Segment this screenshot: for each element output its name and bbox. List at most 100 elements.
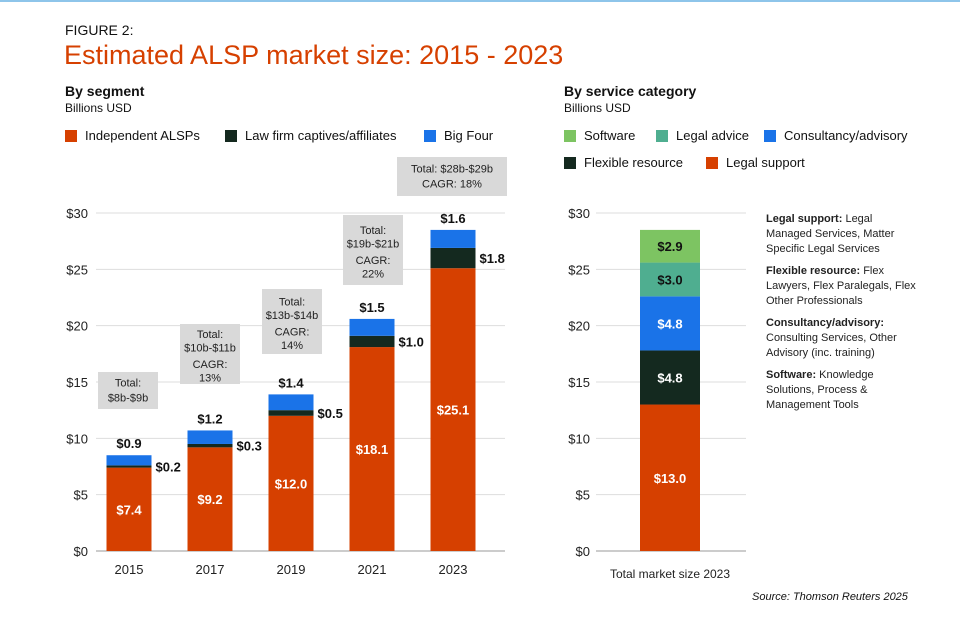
bar-segment xyxy=(349,347,395,551)
total-annotation-text: CAGR: xyxy=(275,327,310,339)
bar-segment xyxy=(349,335,395,348)
legend-label: Legal support xyxy=(726,155,805,170)
note-consultancy: Consultancy/advisory: Consulting Service… xyxy=(766,316,916,361)
category-notes: Legal support: Legal Managed Services, M… xyxy=(766,212,916,420)
data-label-captives: $0.2 xyxy=(156,460,181,475)
legend-big-four: Big Four xyxy=(424,128,493,143)
bar-segment xyxy=(106,465,152,468)
note-text: Knowledge Solutions, Process & Managemen… xyxy=(766,369,874,411)
data-label-captives: $0.5 xyxy=(318,406,343,421)
bar-segment xyxy=(640,229,700,263)
data-label-big-four: $1.2 xyxy=(197,411,222,426)
legend-captives: Law firm captives/affiliates xyxy=(225,128,397,143)
y-tick-label: $30 xyxy=(568,206,590,221)
legend-software: Software xyxy=(564,128,635,143)
total-annotation-text: 14% xyxy=(281,340,303,352)
bar-segment xyxy=(640,350,700,405)
data-label-independent: $9.2 xyxy=(197,492,222,507)
data-label: $4.8 xyxy=(657,316,682,331)
y-tick-label: $20 xyxy=(568,319,590,334)
legend-swatch xyxy=(656,129,668,142)
y-tick-label: $20 xyxy=(66,319,88,334)
y-tick-label: $30 xyxy=(66,206,88,221)
bar-segment xyxy=(640,262,700,297)
right-chart-unit: Billions USD xyxy=(564,101,631,115)
y-tick-label: $0 xyxy=(74,544,88,559)
bar-segment xyxy=(106,467,152,551)
legend-swatch xyxy=(65,129,77,142)
total-annotation-text: 13% xyxy=(199,373,221,385)
data-label-big-four: $1.6 xyxy=(440,211,465,226)
x-tick-label: 2023 xyxy=(439,562,468,577)
total-annotation-text: CAGR: xyxy=(193,359,228,371)
bar-segment xyxy=(640,404,700,551)
bar-segment xyxy=(187,447,233,551)
total-annotation-text: $8b-$9b xyxy=(108,393,148,405)
y-tick-label: $25 xyxy=(66,262,88,277)
note-term: Consultancy/advisory: xyxy=(766,317,884,329)
bar-segment xyxy=(349,318,395,336)
total-annotation-text: Total: xyxy=(279,297,305,309)
left-chart-title: By segment xyxy=(65,83,145,99)
legend-swatch xyxy=(564,129,576,142)
data-label-big-four: $0.9 xyxy=(116,436,141,451)
legend-legal-support: Legal support xyxy=(706,155,805,170)
total-annotation-text: $13b-$14b xyxy=(266,310,319,322)
data-label-independent: $25.1 xyxy=(437,403,470,418)
bar-segment xyxy=(268,394,314,411)
x-tick-label: 2015 xyxy=(115,562,144,577)
bar-segment xyxy=(187,443,233,448)
y-tick-label: $0 xyxy=(576,544,590,559)
legend-swatch xyxy=(424,129,436,142)
legend-swatch xyxy=(706,156,718,169)
figure-title: Estimated ALSP market size: 2015 - 2023 xyxy=(64,40,564,70)
legend-label: Legal advice xyxy=(676,128,749,143)
note-text: Legal Managed Services, Matter Specific … xyxy=(766,213,895,255)
bar-segment xyxy=(268,415,314,551)
y-tick-label: $10 xyxy=(66,431,88,446)
x-tick-label: 2017 xyxy=(196,562,225,577)
total-annotation-box xyxy=(98,372,158,409)
data-label-independent: $12.0 xyxy=(275,476,308,491)
total-annotation-text: Total: $28b-$29b xyxy=(411,164,493,176)
note-flexible-resource: Flexible resource: Flex Lawyers, Flex Pa… xyxy=(766,264,916,309)
bar-segment xyxy=(268,410,314,416)
right-chart-title: By service category xyxy=(564,83,697,99)
y-tick-label: $5 xyxy=(576,488,590,503)
legend-label: Big Four xyxy=(444,128,494,143)
x-tick-label: 2019 xyxy=(277,562,306,577)
data-label-captives: $1.8 xyxy=(480,251,505,266)
note-text: Consulting Services, Other Advisory (inc… xyxy=(766,332,897,359)
data-label: $2.9 xyxy=(657,239,682,254)
source-note: Source: Thomson Reuters 2025 xyxy=(752,591,908,603)
total-annotation-text: $19b-$21b xyxy=(347,239,400,251)
y-tick-label: $25 xyxy=(568,262,590,277)
legend-label: Law firm captives/affiliates xyxy=(245,128,397,143)
left-chart-unit: Billions USD xyxy=(65,101,132,115)
note-legal-support: Legal support: Legal Managed Services, M… xyxy=(766,212,916,257)
data-label: $4.8 xyxy=(657,370,682,385)
data-label-independent: $18.1 xyxy=(356,442,389,457)
note-term: Software: xyxy=(766,369,817,381)
total-annotation-text: 22% xyxy=(362,269,384,281)
total-annotation-text: $10b-$11b xyxy=(184,343,236,355)
legend-swatch xyxy=(564,156,576,169)
legend-independent: Independent ALSPs xyxy=(65,128,200,143)
total-annotation-box xyxy=(262,289,322,354)
data-label: $3.0 xyxy=(657,272,682,287)
note-text: Flex Lawyers, Flex Paralegals, Flex Othe… xyxy=(766,265,916,307)
legend-label: Consultancy/advisory xyxy=(784,128,908,143)
bar-segment xyxy=(640,296,700,351)
total-annotation-text: CAGR: 18% xyxy=(422,179,482,191)
data-label: $13.0 xyxy=(654,471,687,486)
bar-segment xyxy=(187,430,233,444)
figure-label: FIGURE 2: xyxy=(65,22,134,38)
y-tick-label: $10 xyxy=(568,431,590,446)
legend-swatch xyxy=(764,129,776,142)
legend-consultancy: Consultancy/advisory xyxy=(764,128,908,143)
legend-flexible: Flexible resource xyxy=(564,155,683,170)
legend-legal-advice: Legal advice xyxy=(656,128,749,143)
data-label-independent: $7.4 xyxy=(116,502,142,517)
